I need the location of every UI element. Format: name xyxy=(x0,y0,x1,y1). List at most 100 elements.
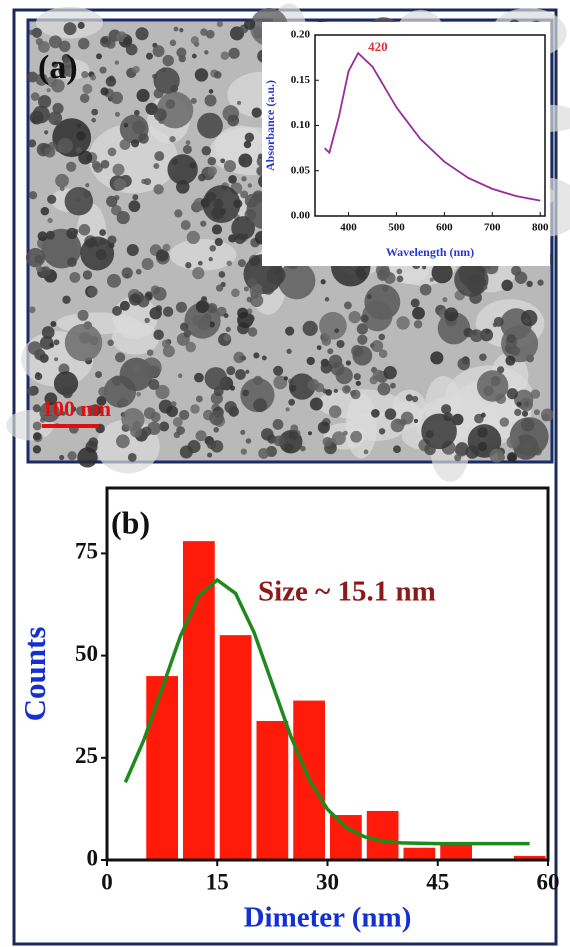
particle xyxy=(289,385,296,392)
particle xyxy=(136,392,141,397)
particle xyxy=(196,396,203,403)
particle xyxy=(357,335,367,345)
particle xyxy=(166,99,176,109)
y-tick-label: 0.00 xyxy=(291,210,311,222)
particle xyxy=(241,448,247,454)
particle xyxy=(190,404,199,413)
particle xyxy=(534,409,540,415)
particle xyxy=(350,390,356,396)
particle xyxy=(88,437,98,447)
inset-background xyxy=(262,22,550,266)
particle xyxy=(230,385,235,390)
particle xyxy=(258,448,269,459)
particle xyxy=(329,405,342,418)
particle xyxy=(477,370,508,401)
particle xyxy=(253,352,259,358)
particle xyxy=(79,224,91,236)
particle xyxy=(307,357,315,365)
particle xyxy=(128,453,137,462)
particle xyxy=(507,334,516,343)
particle xyxy=(169,136,175,142)
particle xyxy=(226,327,231,332)
particle xyxy=(176,302,187,313)
particle xyxy=(83,270,92,279)
particle xyxy=(412,396,418,402)
particle xyxy=(321,362,332,373)
particle xyxy=(42,326,55,339)
y-axis-label: Counts xyxy=(17,627,52,722)
particle xyxy=(192,267,204,279)
particle xyxy=(48,111,62,125)
particle xyxy=(92,161,101,170)
particle xyxy=(248,183,252,187)
particle xyxy=(273,419,284,430)
particle xyxy=(106,76,117,87)
particle xyxy=(191,36,199,44)
particle xyxy=(138,133,149,144)
particle xyxy=(133,365,141,373)
particle xyxy=(204,50,208,54)
particle xyxy=(36,265,43,272)
particle xyxy=(148,379,159,390)
particle xyxy=(356,381,361,386)
particle xyxy=(62,296,70,304)
particle xyxy=(129,200,141,212)
particle xyxy=(154,88,164,98)
particle xyxy=(235,369,246,380)
particle xyxy=(342,385,351,394)
particle xyxy=(153,45,165,57)
particle xyxy=(59,455,64,460)
particle xyxy=(28,139,36,147)
particle xyxy=(173,417,183,427)
particle xyxy=(245,370,249,374)
particle xyxy=(99,229,106,236)
particle xyxy=(430,278,434,282)
particle xyxy=(41,207,50,216)
x-tick-label: 600 xyxy=(436,222,453,234)
particle xyxy=(349,311,361,323)
particle xyxy=(334,328,339,333)
particle xyxy=(82,84,92,94)
particle xyxy=(325,297,330,302)
particle xyxy=(414,419,418,423)
particle xyxy=(207,166,217,176)
particle xyxy=(187,231,200,244)
particle xyxy=(310,398,323,411)
particle xyxy=(49,343,54,348)
particle xyxy=(47,218,52,223)
particle xyxy=(192,54,197,59)
particle xyxy=(166,405,178,417)
particle xyxy=(371,409,380,418)
particle xyxy=(244,286,249,291)
particle xyxy=(101,160,110,169)
particle xyxy=(116,434,130,448)
y-tick-label: 0.10 xyxy=(291,119,311,131)
particle xyxy=(252,108,262,118)
particle xyxy=(76,131,86,141)
particle xyxy=(132,194,138,200)
particle xyxy=(458,358,470,370)
particle xyxy=(224,313,229,318)
particle xyxy=(46,231,55,240)
particle xyxy=(240,158,246,164)
particle xyxy=(33,445,41,453)
x-tick-label: 45 xyxy=(426,869,449,894)
particle xyxy=(29,306,36,313)
particle xyxy=(154,108,167,121)
particle xyxy=(144,318,149,323)
particle xyxy=(521,310,538,327)
particle xyxy=(76,197,80,201)
particle xyxy=(142,258,154,270)
particle xyxy=(38,95,51,108)
particle xyxy=(224,401,236,413)
particle xyxy=(81,71,88,78)
particle xyxy=(216,285,223,292)
particle xyxy=(308,431,312,435)
particle xyxy=(195,68,208,81)
particle xyxy=(224,334,231,341)
size-annotation: Size ~ 15.1 nm xyxy=(258,576,436,608)
particle xyxy=(111,92,123,104)
y-tick-label: 0 xyxy=(87,845,99,870)
particle xyxy=(196,300,209,313)
particle xyxy=(64,22,77,35)
